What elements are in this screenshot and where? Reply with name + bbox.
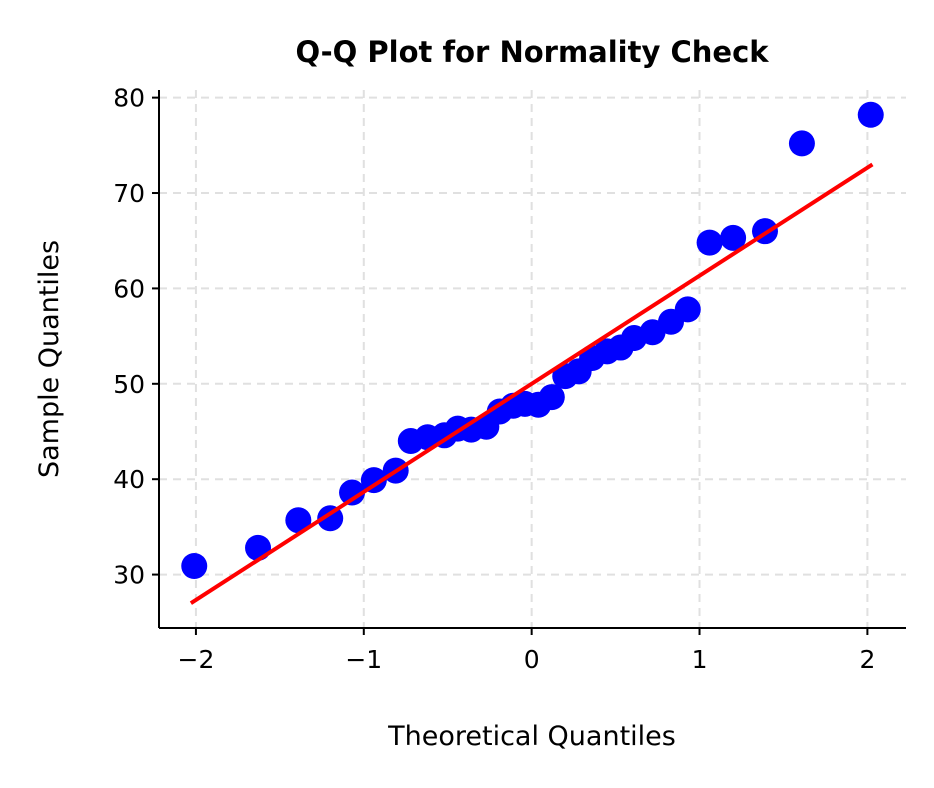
- reference-line: [189, 162, 874, 605]
- data-point: [674, 296, 701, 323]
- x-tick-label: −2: [178, 645, 215, 674]
- data-point: [285, 507, 312, 534]
- y-tick-label: 50: [113, 370, 145, 399]
- data-point: [857, 101, 884, 128]
- x-tick-label: 1: [692, 645, 708, 674]
- data-point: [245, 534, 272, 561]
- data-point: [339, 479, 366, 506]
- grid: [159, 90, 906, 628]
- x-tick-label: 2: [859, 645, 875, 674]
- chart-title: Q-Q Plot for Normality Check: [295, 35, 769, 69]
- data-point: [788, 130, 815, 157]
- data-point: [181, 552, 208, 579]
- x-tick-label: 0: [524, 645, 540, 674]
- x-axis-label: Theoretical Quantiles: [387, 721, 676, 752]
- y-tick-label: 60: [113, 274, 145, 303]
- sample-points: [181, 101, 884, 579]
- data-point: [538, 384, 565, 411]
- x-tick-label: −1: [345, 645, 382, 674]
- y-tick-label: 40: [113, 465, 145, 494]
- y-tick-label: 70: [113, 179, 145, 208]
- data-point: [696, 229, 723, 256]
- data-point: [360, 467, 387, 494]
- ticks: −2 −1 0 1 2 30 40 50 60 70 80: [113, 84, 875, 674]
- y-tick-label: 80: [113, 84, 145, 113]
- y-axis-label: Sample Quantiles: [34, 240, 65, 478]
- y-tick-label: 30: [113, 561, 145, 590]
- data-point: [720, 224, 747, 251]
- data-point: [317, 505, 344, 532]
